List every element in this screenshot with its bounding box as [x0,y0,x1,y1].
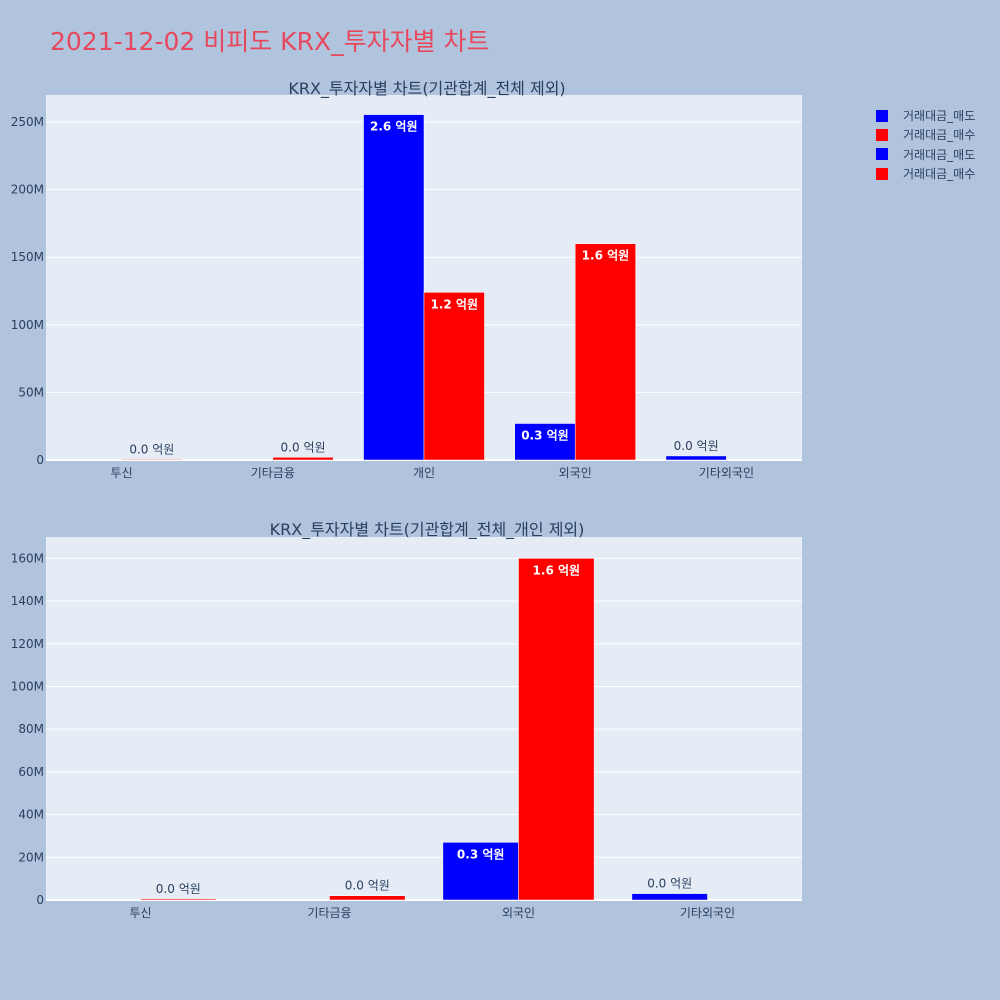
data-label: 0.0 억원 [345,879,390,893]
x-tick-label: 기타외국인 [699,466,754,480]
x-tick-label: 개인 [413,466,435,480]
bar-buy[interactable] [423,292,485,461]
data-label: 0.3 억원 [521,429,569,443]
bar-buy[interactable] [574,243,636,461]
legend-label-sell-2: 거래대금_매도 [903,147,976,162]
y-tick-label: 160M [11,551,44,565]
page-title: 2021-12-02 비피도 KRX_투자자별 차트 [50,27,490,56]
legend-item-sell-2[interactable]: 거래대금_매도 [876,145,975,164]
legend-swatch-buy-1 [876,128,888,141]
x-tick-label: 기타금융 [251,466,295,480]
legend-swatch-sell-2 [876,148,888,161]
data-label: 0.0 억원 [156,882,201,896]
bar-buy[interactable] [518,558,595,901]
legend-swatch-sell-1 [876,109,888,122]
plot-background [46,537,802,900]
data-label: 1.6 억원 [582,249,630,263]
bar-buy[interactable] [329,895,406,901]
legend-swatch-buy-2 [876,167,888,180]
legend-item-buy-1[interactable]: 거래대금_매수 [876,125,975,144]
y-tick-label: 120M [11,637,44,651]
y-tick-label: 40M [18,808,44,822]
legend-label-buy-2: 거래대금_매수 [903,167,976,182]
legend-item-sell-1[interactable]: 거래대금_매도 [876,106,975,125]
bar-sell[interactable] [631,893,708,901]
y-tick-label: 50M [18,385,44,399]
y-tick-label: 100M [11,679,44,693]
y-tick-label: 200M [11,183,44,197]
chart-title: KRX_투자자별 차트(기관합계_전체_개인 제외) [270,520,585,540]
bar-buy[interactable] [140,898,217,901]
x-tick-label: 외국인 [502,906,535,920]
y-tick-label: 140M [11,594,44,608]
legend-label-sell-1: 거래대금_매도 [903,109,976,124]
data-label: 0.0 억원 [129,442,174,456]
y-tick-label: 60M [18,765,44,779]
x-tick-label: 기타금융 [307,906,351,920]
x-tick-label: 투신 [111,466,133,480]
bar-sell[interactable] [514,423,576,461]
y-tick-label: 80M [18,722,44,736]
bar-sell[interactable] [363,114,425,461]
legend-item-buy-2[interactable]: 거래대금_매수 [876,164,975,183]
y-tick-label: 250M [11,115,44,129]
data-label: 2.6 억원 [370,120,418,134]
x-tick-label: 외국인 [559,466,592,480]
x-tick-label: 투신 [129,906,151,920]
chart-2: 0 20M 40M 60M 80M 100M 120M 140M 160M KRX_투자자별 차트… [11,520,802,920]
chart-title: KRX_투자자별 차트(기관합계_전체 제외) [288,79,565,99]
y-tick-label: 0 [36,453,44,467]
x-tick-label: 기타외국인 [680,906,735,920]
y-tick-label: 150M [11,250,44,264]
bar-sell[interactable] [665,455,727,461]
data-label: 1.6 억원 [533,563,581,577]
bar-buy[interactable] [272,457,334,461]
data-label: 0.3 억원 [457,847,505,861]
y-tick-label: 0 [36,893,44,907]
legend-label-buy-1: 거래대금_매수 [903,128,976,143]
y-tick-label: 100M [11,318,44,332]
data-label: 0.0 억원 [674,439,719,453]
data-label: 0.0 억원 [647,877,692,891]
data-label: 0.0 억원 [281,440,326,454]
bar-buy[interactable] [121,459,183,461]
chart-1: 0 50M 100M 150M 200M 250M KRX_투자자별 차트(기관합계_전체 … [11,79,802,480]
legend[interactable]: 거래대금_매도 거래대금_매수 거래대금_매도 거래대금_매수 [876,106,975,183]
y-tick-label: 20M [18,850,44,864]
data-label: 1.2 억원 [430,297,478,311]
